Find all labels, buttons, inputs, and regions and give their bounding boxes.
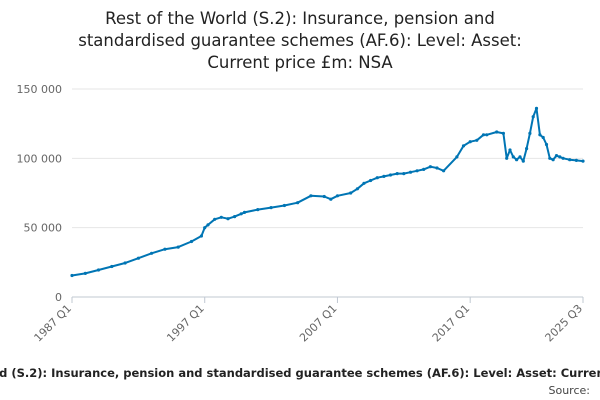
data-point[interactable] xyxy=(282,203,286,208)
data-point[interactable] xyxy=(402,172,406,176)
data-point[interactable] xyxy=(468,140,472,144)
data-point[interactable] xyxy=(544,142,549,147)
data-point[interactable] xyxy=(501,131,505,135)
x-tick-label: 2025 Q3 xyxy=(543,302,586,345)
chart-title-line-3: Current price £m: NSA xyxy=(207,53,393,72)
data-point[interactable] xyxy=(242,210,247,214)
data-point[interactable] xyxy=(531,115,535,119)
data-point[interactable] xyxy=(481,133,486,137)
data-point[interactable] xyxy=(568,158,572,162)
data-point[interactable] xyxy=(534,106,539,110)
y-tick-label: 50 000 xyxy=(24,222,63,235)
data-point[interactable] xyxy=(176,245,180,249)
data-point[interactable] xyxy=(521,159,525,163)
data-point[interactable] xyxy=(415,169,419,173)
data-point[interactable] xyxy=(349,191,353,195)
data-point[interactable] xyxy=(455,155,459,159)
data-point[interactable] xyxy=(335,194,340,198)
data-point[interactable] xyxy=(110,264,114,269)
data-point[interactable] xyxy=(206,223,210,227)
data-point[interactable] xyxy=(256,208,260,212)
data-point[interactable] xyxy=(203,226,207,230)
x-tick-label: 1997 Q1 xyxy=(164,302,207,345)
data-point[interactable] xyxy=(233,215,237,219)
data-point[interactable] xyxy=(388,173,393,177)
data-point[interactable] xyxy=(382,174,386,178)
x-tick-label: 2007 Q1 xyxy=(297,302,340,345)
data-point[interactable] xyxy=(505,156,509,160)
y-axis: 0 50 000 100 000 150 000 xyxy=(17,83,63,304)
data-point[interactable] xyxy=(189,239,194,244)
data-point[interactable] xyxy=(329,197,333,201)
chart-title-line-1: Rest of the World (S.2): Insurance, pens… xyxy=(105,9,495,28)
data-point[interactable] xyxy=(538,133,542,137)
data-point[interactable] xyxy=(485,133,489,137)
data-point[interactable] xyxy=(123,261,127,265)
data-point[interactable] xyxy=(558,155,562,159)
data-point[interactable] xyxy=(518,155,522,159)
data-point[interactable] xyxy=(83,271,87,275)
legend-label: Rest of the World (S.2): Insurance, pens… xyxy=(0,366,600,380)
data-point[interactable] xyxy=(561,156,565,160)
data-point[interactable] xyxy=(213,217,217,221)
data-point[interactable] xyxy=(475,138,479,142)
x-tick-label: 2017 Q1 xyxy=(430,302,473,345)
data-point[interactable] xyxy=(296,201,300,205)
y-tick-label: 100 000 xyxy=(17,152,63,165)
data-point[interactable] xyxy=(574,158,579,162)
data-point[interactable] xyxy=(199,234,203,238)
data-point[interactable] xyxy=(226,217,230,221)
data-point[interactable] xyxy=(362,181,366,185)
data-point[interactable] xyxy=(322,194,326,199)
data-point[interactable] xyxy=(495,130,499,134)
data-point[interactable] xyxy=(395,172,399,176)
data-point[interactable] xyxy=(442,169,446,173)
data-point[interactable] xyxy=(239,212,243,216)
data-point[interactable] xyxy=(461,144,466,148)
x-axis: 1987 Q1 1997 Q1 2007 Q1 2017 Q1 2025 Q3 xyxy=(32,296,586,345)
data-point[interactable] xyxy=(435,166,439,170)
data-point[interactable] xyxy=(369,178,373,183)
x-tick-label: 1987 Q1 xyxy=(32,302,75,345)
data-point[interactable] xyxy=(96,268,101,272)
series xyxy=(70,106,585,278)
series-line xyxy=(71,107,584,277)
data-point[interactable] xyxy=(428,165,432,169)
data-point[interactable] xyxy=(551,158,555,162)
data-point[interactable] xyxy=(70,273,74,278)
data-point[interactable] xyxy=(375,176,379,180)
data-point[interactable] xyxy=(528,131,532,135)
data-point[interactable] xyxy=(219,215,223,219)
data-point[interactable] xyxy=(309,194,313,198)
data-point[interactable] xyxy=(150,251,154,255)
data-point[interactable] xyxy=(548,156,552,160)
data-point[interactable] xyxy=(508,148,512,152)
data-point[interactable] xyxy=(554,154,559,158)
y-tick-label: 0 xyxy=(55,291,62,304)
data-point[interactable] xyxy=(515,158,519,162)
data-point[interactable] xyxy=(269,206,273,210)
data-point[interactable] xyxy=(355,187,359,191)
data-point[interactable] xyxy=(541,135,545,140)
data-point[interactable] xyxy=(581,159,585,163)
data-point[interactable] xyxy=(422,167,426,171)
chart-title-line-2: standardised guarantee schemes (AF.6): L… xyxy=(78,31,522,50)
data-point[interactable] xyxy=(511,155,515,159)
data-point[interactable] xyxy=(163,247,167,251)
y-tick-label: 150 000 xyxy=(17,83,63,96)
gridlines xyxy=(72,88,583,229)
data-point[interactable] xyxy=(525,147,529,151)
data-point[interactable] xyxy=(408,170,413,174)
data-point[interactable] xyxy=(136,256,140,260)
source-label: Source: xyxy=(549,384,591,397)
